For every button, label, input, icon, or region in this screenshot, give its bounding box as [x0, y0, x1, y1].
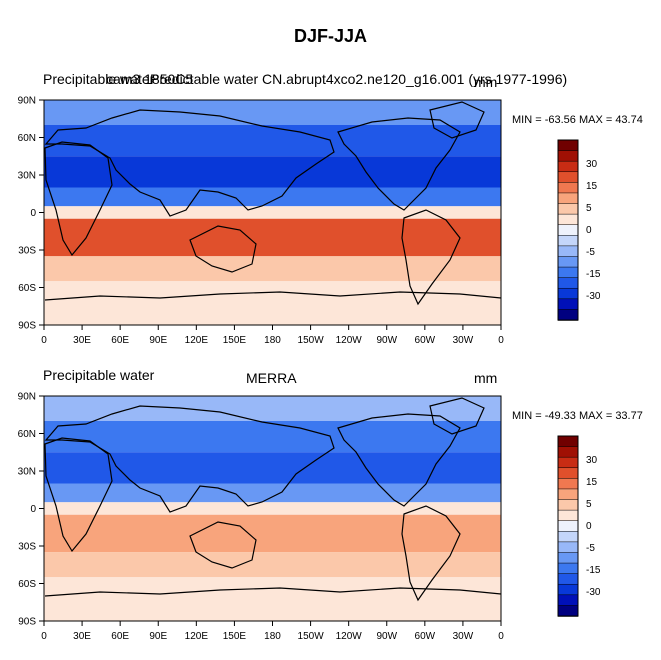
y-tick-label: 90N [18, 96, 36, 107]
coastlines [44, 101, 502, 306]
coastlines [44, 397, 502, 602]
min-max-label: MIN = -63.56 MAX = 43.74 [512, 114, 643, 126]
data-band [44, 206, 501, 219]
x-tick-label: 150E [223, 335, 247, 346]
panel-left-label: Precipitable water [43, 367, 155, 383]
x-tick-label: 60W [415, 631, 436, 642]
data-band [44, 281, 501, 325]
x-tick-label: 180 [264, 335, 281, 346]
x-tick-label: 30W [453, 335, 474, 346]
data-band [44, 256, 501, 282]
data-field [44, 100, 501, 325]
map-panel-merra: Precipitable water MERRA mm MIN = -49.33… [0, 356, 661, 656]
data-band [44, 577, 501, 621]
x-tick-label: 120E [185, 631, 209, 642]
x-tick-label: 30E [73, 631, 91, 642]
y-tick-label: 60N [18, 133, 36, 144]
coastline-australia [189, 521, 257, 569]
coastline-south-america [401, 209, 461, 306]
x-tick-label: 150W [298, 631, 325, 642]
x-tick-label: 0 [498, 631, 504, 642]
x-tick-label: 150E [223, 631, 247, 642]
x-tick-label: 90W [376, 631, 397, 642]
data-band [44, 100, 501, 125]
data-band [44, 452, 501, 484]
data-band [44, 483, 501, 503]
x-tick-label: 120W [336, 335, 363, 346]
x-tick-label: 60E [111, 631, 129, 642]
coastline-north-america [337, 413, 461, 507]
panel-center-label: Predictable water CN.abrupt4xco2.ne120_g… [150, 71, 568, 87]
y-tick-label: 60N [18, 429, 36, 440]
map-panel-model: Precipitable water cam3 1850C5 Predictab… [0, 60, 661, 360]
x-tick-label: 30W [453, 631, 474, 642]
data-field [44, 396, 501, 621]
figure-title: DJF-JJA [293, 26, 368, 46]
data-band [44, 502, 501, 515]
y-tick-label: 30S [18, 542, 36, 553]
y-tick-label: 30S [18, 246, 36, 257]
x-tick-label: 120E [185, 335, 209, 346]
coastline-eurasia [44, 405, 335, 513]
x-tick-label: 30E [73, 335, 91, 346]
x-tick-label: 0 [41, 335, 47, 346]
x-axis: 0 30E 60E 90E 120E 150E 180 150W 120W 90W 60W 30W 0 [41, 621, 504, 642]
x-tick-label: 60E [111, 335, 129, 346]
map-svg: 0 30E 60E 90E 120E 150E 180 150W 120W 90W 60W 30W 0 … [18, 96, 505, 347]
y-tick-label: 0 [30, 208, 36, 219]
panel-left-label: Precipitable water [43, 71, 155, 87]
x-tick-label: 90E [149, 631, 167, 642]
y-tick-label: 90S [18, 617, 36, 628]
data-band [44, 514, 501, 553]
data-band [44, 218, 501, 257]
coastline-greenland [429, 397, 485, 435]
coastline-australia [189, 225, 257, 273]
x-tick-label: 0 [498, 335, 504, 346]
data-band [44, 125, 501, 157]
y-tick-label: 60S [18, 283, 36, 294]
map-svg: 0 30E 60E 90E 120E 150E 180 150W 120W 90W 60W 30W 0 … [18, 392, 505, 643]
y-axis: 90N 60N 30N 0 30S 60S 90S [18, 392, 44, 628]
coastline-south-america [401, 505, 461, 602]
y-tick-label: 30N [18, 171, 36, 182]
y-tick-label: 90S [18, 321, 36, 332]
panel-center-label: MERRA [246, 370, 297, 386]
coastline-antarctica [44, 291, 502, 301]
data-band [44, 552, 501, 578]
y-tick-label: 60S [18, 579, 36, 590]
x-tick-label: 120W [336, 631, 363, 642]
panel-units-label: mm [474, 74, 498, 90]
data-band [44, 396, 501, 421]
y-tick-label: 30N [18, 467, 36, 478]
data-band [44, 156, 501, 188]
y-tick-label: 0 [30, 504, 36, 515]
coastline-greenland [429, 101, 485, 139]
x-tick-label: 180 [264, 631, 281, 642]
y-tick-label: 90N [18, 392, 36, 403]
coastline-africa [44, 437, 113, 553]
x-axis: 0 30E 60E 90E 120E 150E 180 150W 120W 90W 60W 30W 0 [41, 325, 504, 346]
min-max-label: MIN = -49.33 MAX = 33.77 [512, 410, 643, 422]
coastline-africa [44, 141, 113, 257]
x-tick-label: 0 [41, 631, 47, 642]
x-tick-label: 150W [298, 335, 325, 346]
y-axis: 90N 60N 30N 0 30S 60S 90S [18, 96, 44, 332]
coastline-north-america [337, 117, 461, 211]
data-band [44, 187, 501, 207]
panel-units-label: mm [474, 370, 498, 386]
coastline-antarctica [44, 587, 502, 597]
x-tick-label: 90E [149, 335, 167, 346]
x-tick-label: 60W [415, 335, 436, 346]
coastline-eurasia [44, 109, 335, 217]
panel-center-label-overlap: cam3 1850C5 [106, 71, 194, 87]
x-tick-label: 90W [376, 335, 397, 346]
data-band [44, 421, 501, 453]
